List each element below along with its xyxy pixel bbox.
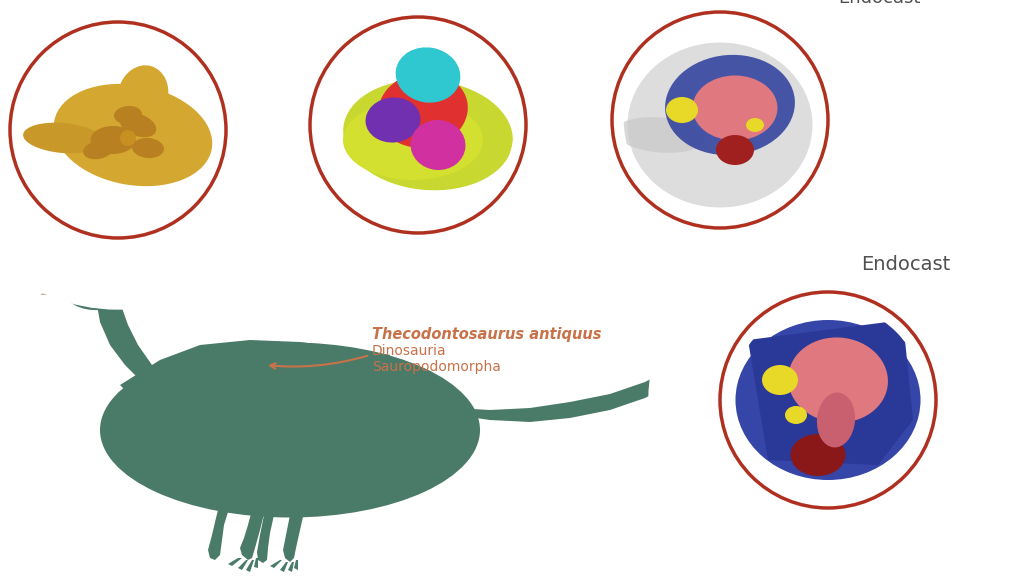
Ellipse shape xyxy=(378,72,468,148)
Circle shape xyxy=(612,12,828,228)
Ellipse shape xyxy=(53,84,212,186)
Polygon shape xyxy=(120,340,390,395)
Circle shape xyxy=(310,17,526,233)
Ellipse shape xyxy=(692,75,777,141)
Polygon shape xyxy=(238,560,248,570)
Ellipse shape xyxy=(615,117,705,153)
Polygon shape xyxy=(228,558,242,566)
Polygon shape xyxy=(208,477,270,560)
Ellipse shape xyxy=(791,434,846,476)
Ellipse shape xyxy=(762,365,798,395)
Ellipse shape xyxy=(735,320,921,480)
Ellipse shape xyxy=(24,123,102,153)
Text: Braincase +
Endocast: Braincase + Endocast xyxy=(838,0,947,7)
Polygon shape xyxy=(246,560,254,572)
Ellipse shape xyxy=(716,135,754,165)
Polygon shape xyxy=(40,245,130,295)
Ellipse shape xyxy=(817,393,855,448)
Circle shape xyxy=(720,292,936,508)
Text: Endocast: Endocast xyxy=(861,255,950,274)
Text: Thecodontosaurus antiquus: Thecodontosaurus antiquus xyxy=(372,327,601,342)
Ellipse shape xyxy=(666,55,795,155)
Ellipse shape xyxy=(343,79,513,190)
Text: Sauropodomorpha: Sauropodomorpha xyxy=(372,360,501,374)
Ellipse shape xyxy=(132,138,164,158)
Polygon shape xyxy=(97,290,162,385)
Polygon shape xyxy=(455,368,680,422)
Ellipse shape xyxy=(83,141,113,159)
Ellipse shape xyxy=(411,120,466,170)
Ellipse shape xyxy=(628,43,812,207)
Ellipse shape xyxy=(746,118,764,132)
Ellipse shape xyxy=(100,343,480,517)
Ellipse shape xyxy=(788,338,888,423)
Polygon shape xyxy=(254,558,258,568)
Circle shape xyxy=(78,278,98,298)
Polygon shape xyxy=(294,560,298,570)
Polygon shape xyxy=(270,560,282,568)
Ellipse shape xyxy=(395,47,461,103)
Text: Dinosauria: Dinosauria xyxy=(372,344,446,358)
Ellipse shape xyxy=(666,97,698,123)
Ellipse shape xyxy=(62,260,134,310)
Ellipse shape xyxy=(120,113,157,137)
Polygon shape xyxy=(280,562,288,572)
Ellipse shape xyxy=(118,65,168,124)
Text: Fossil: Fossil xyxy=(85,0,152,4)
Polygon shape xyxy=(748,320,913,465)
Ellipse shape xyxy=(785,406,807,424)
Circle shape xyxy=(10,22,226,238)
Polygon shape xyxy=(60,278,88,302)
Ellipse shape xyxy=(343,100,483,180)
Ellipse shape xyxy=(366,97,421,142)
Ellipse shape xyxy=(114,106,142,124)
Ellipse shape xyxy=(90,126,135,154)
Polygon shape xyxy=(288,562,294,572)
Polygon shape xyxy=(128,395,162,446)
Polygon shape xyxy=(257,478,310,563)
Circle shape xyxy=(120,130,136,146)
